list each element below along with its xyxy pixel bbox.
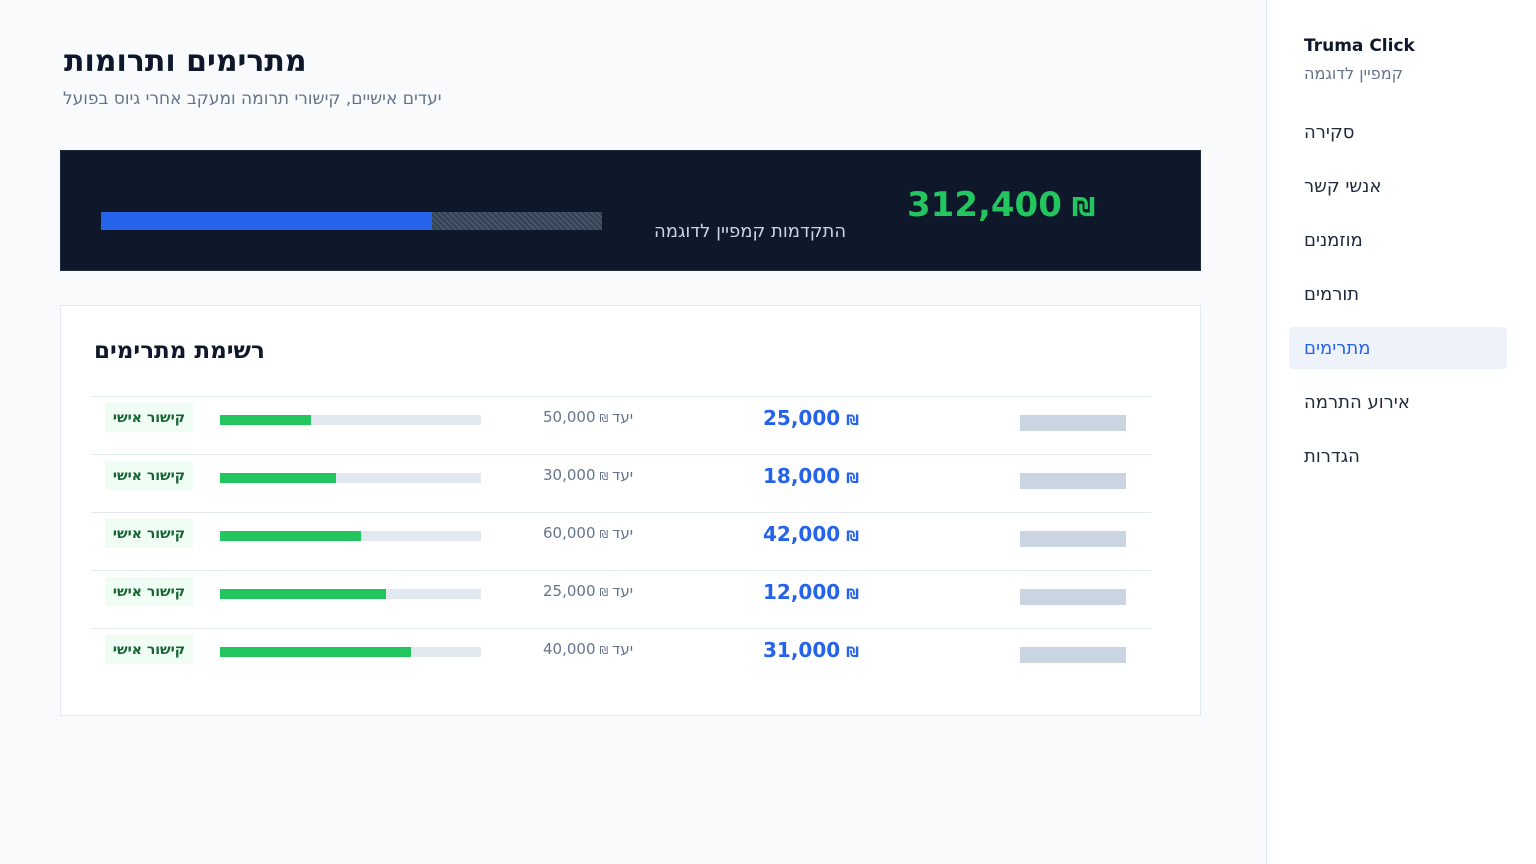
personal-link-button[interactable]: קישור אישי [105, 635, 193, 664]
shekel-icon: ₪ [599, 528, 609, 541]
campaign-amount-value: 312,400 [907, 185, 1062, 225]
shekel-icon: ₪ [1071, 193, 1096, 223]
brand-name: Truma Click [1304, 36, 1415, 56]
sidebar: Truma Click קמפיין לדוגמה סקירה אנשי קשר… [1266, 0, 1536, 864]
fundraiser-row: קישור אישי 40,000 ₪ יעד 31,000 ₪ [91, 628, 1151, 686]
fundraiser-goal: 60,000 ₪ יעד [543, 524, 633, 542]
fundraiser-progress-fill [220, 589, 386, 599]
sidebar-item-fundraising-event[interactable]: אירוע התרמה [1289, 381, 1507, 423]
brand-campaign-name: קמפיין לדוגמה [1304, 64, 1403, 83]
raised-value: 25,000 [763, 406, 841, 430]
fundraiser-raised-amount: 18,000 ₪ [763, 464, 859, 488]
fundraiser-progress-fill [220, 415, 312, 425]
fundraiser-name-placeholder [1020, 415, 1126, 431]
raised-value: 42,000 [763, 522, 841, 546]
goal-prefix: יעד [612, 466, 634, 484]
fundraiser-progress-track [220, 415, 481, 425]
sidebar-item-label: תורמים [1304, 283, 1360, 305]
fundraiser-row: קישור אישי 50,000 ₪ יעד 25,000 ₪ [91, 396, 1151, 454]
page-subtitle: יעדים אישיים, קישורי תרומה ומעקב אחרי גי… [63, 89, 442, 109]
fundraisers-card: רשימת מתרימים קישור אישי 50,000 ₪ יעד 25,0… [60, 305, 1201, 716]
fundraiser-progress-fill [220, 473, 337, 483]
fundraiser-progress-track [220, 473, 481, 483]
fundraiser-goal: 30,000 ₪ יעד [543, 466, 633, 484]
fundraiser-goal: 50,000 ₪ יעד [543, 408, 633, 426]
goal-prefix: יעד [612, 582, 634, 600]
shekel-icon: ₪ [599, 470, 609, 483]
sidebar-item-overview[interactable]: סקירה [1289, 111, 1507, 153]
raised-value: 31,000 [763, 638, 841, 662]
shekel-icon: ₪ [599, 644, 609, 657]
shekel-icon: ₪ [846, 645, 859, 661]
fundraiser-raised-amount: 12,000 ₪ [763, 580, 859, 604]
raised-value: 18,000 [763, 464, 841, 488]
raised-value: 12,000 [763, 580, 841, 604]
goal-value: 40,000 [543, 640, 596, 658]
fundraiser-progress-track [220, 647, 481, 657]
sidebar-item-label: אנשי קשר [1304, 175, 1382, 197]
fundraiser-goal: 25,000 ₪ יעד [543, 582, 633, 600]
campaign-total-amount: 312,400 ₪ [907, 185, 1095, 225]
fundraiser-raised-amount: 42,000 ₪ [763, 522, 859, 546]
fundraisers-list-title: רשימת מתרימים [94, 338, 265, 364]
sidebar-item-label: אירוע התרמה [1304, 391, 1410, 413]
fundraiser-raised-amount: 25,000 ₪ [763, 406, 859, 430]
fundraiser-progress-track [220, 531, 481, 541]
sidebar-item-settings[interactable]: הגדרות [1289, 435, 1507, 477]
personal-link-button[interactable]: קישור אישי [105, 577, 193, 606]
fundraiser-row: קישור אישי 30,000 ₪ יעד 18,000 ₪ [91, 454, 1151, 512]
campaign-progress-banner: התקדמות קמפיין לדוגמה 312,400 ₪ [60, 150, 1201, 271]
sidebar-item-label: הגדרות [1304, 445, 1360, 467]
shekel-icon: ₪ [599, 586, 609, 599]
shekel-icon: ₪ [846, 587, 859, 603]
campaign-progress-fill [101, 212, 432, 230]
fundraiser-name-placeholder [1020, 473, 1126, 489]
fundraiser-goal: 40,000 ₪ יעד [543, 640, 633, 658]
sidebar-item-contacts[interactable]: אנשי קשר [1289, 165, 1507, 207]
page-title: מתרימים ותרומות [64, 44, 307, 79]
fundraiser-name-placeholder [1020, 589, 1126, 605]
fundraiser-name-placeholder [1020, 647, 1126, 663]
shekel-icon: ₪ [846, 471, 859, 487]
campaign-progress-label: התקדמות קמפיין לדוגמה [654, 221, 847, 242]
fundraiser-row: קישור אישי 25,000 ₪ יעד 12,000 ₪ [91, 570, 1151, 628]
goal-prefix: יעד [612, 408, 634, 426]
shekel-icon: ₪ [599, 412, 609, 425]
sidebar-item-label: מתרימים [1304, 337, 1371, 359]
fundraiser-progress-track [220, 589, 481, 599]
goal-prefix: יעד [612, 524, 634, 542]
goal-value: 50,000 [543, 408, 596, 426]
fundraiser-name-placeholder [1020, 531, 1126, 547]
personal-link-button[interactable]: קישור אישי [105, 403, 193, 432]
sidebar-item-invitees[interactable]: מוזמנים [1289, 219, 1507, 261]
goal-value: 25,000 [543, 582, 596, 600]
sidebar-item-label: סקירה [1304, 121, 1355, 143]
personal-link-button[interactable]: קישור אישי [105, 461, 193, 490]
goal-prefix: יעד [612, 640, 634, 658]
goal-value: 30,000 [543, 466, 596, 484]
personal-link-button[interactable]: קישור אישי [105, 519, 193, 548]
sidebar-item-donors[interactable]: תורמים [1289, 273, 1507, 315]
fundraiser-progress-fill [220, 531, 361, 541]
campaign-progress-track [101, 212, 602, 230]
sidebar-item-label: מוזמנים [1304, 229, 1363, 251]
goal-value: 60,000 [543, 524, 596, 542]
fundraiser-progress-fill [220, 647, 411, 657]
shekel-icon: ₪ [846, 529, 859, 545]
fundraisers-list: קישור אישי 50,000 ₪ יעד 25,000 ₪ קישור אישי… [91, 396, 1151, 686]
fundraiser-row: קישור אישי 60,000 ₪ יעד 42,000 ₪ [91, 512, 1151, 570]
shekel-icon: ₪ [846, 413, 859, 429]
fundraiser-raised-amount: 31,000 ₪ [763, 638, 859, 662]
sidebar-item-fundraisers[interactable]: מתרימים [1289, 327, 1507, 369]
